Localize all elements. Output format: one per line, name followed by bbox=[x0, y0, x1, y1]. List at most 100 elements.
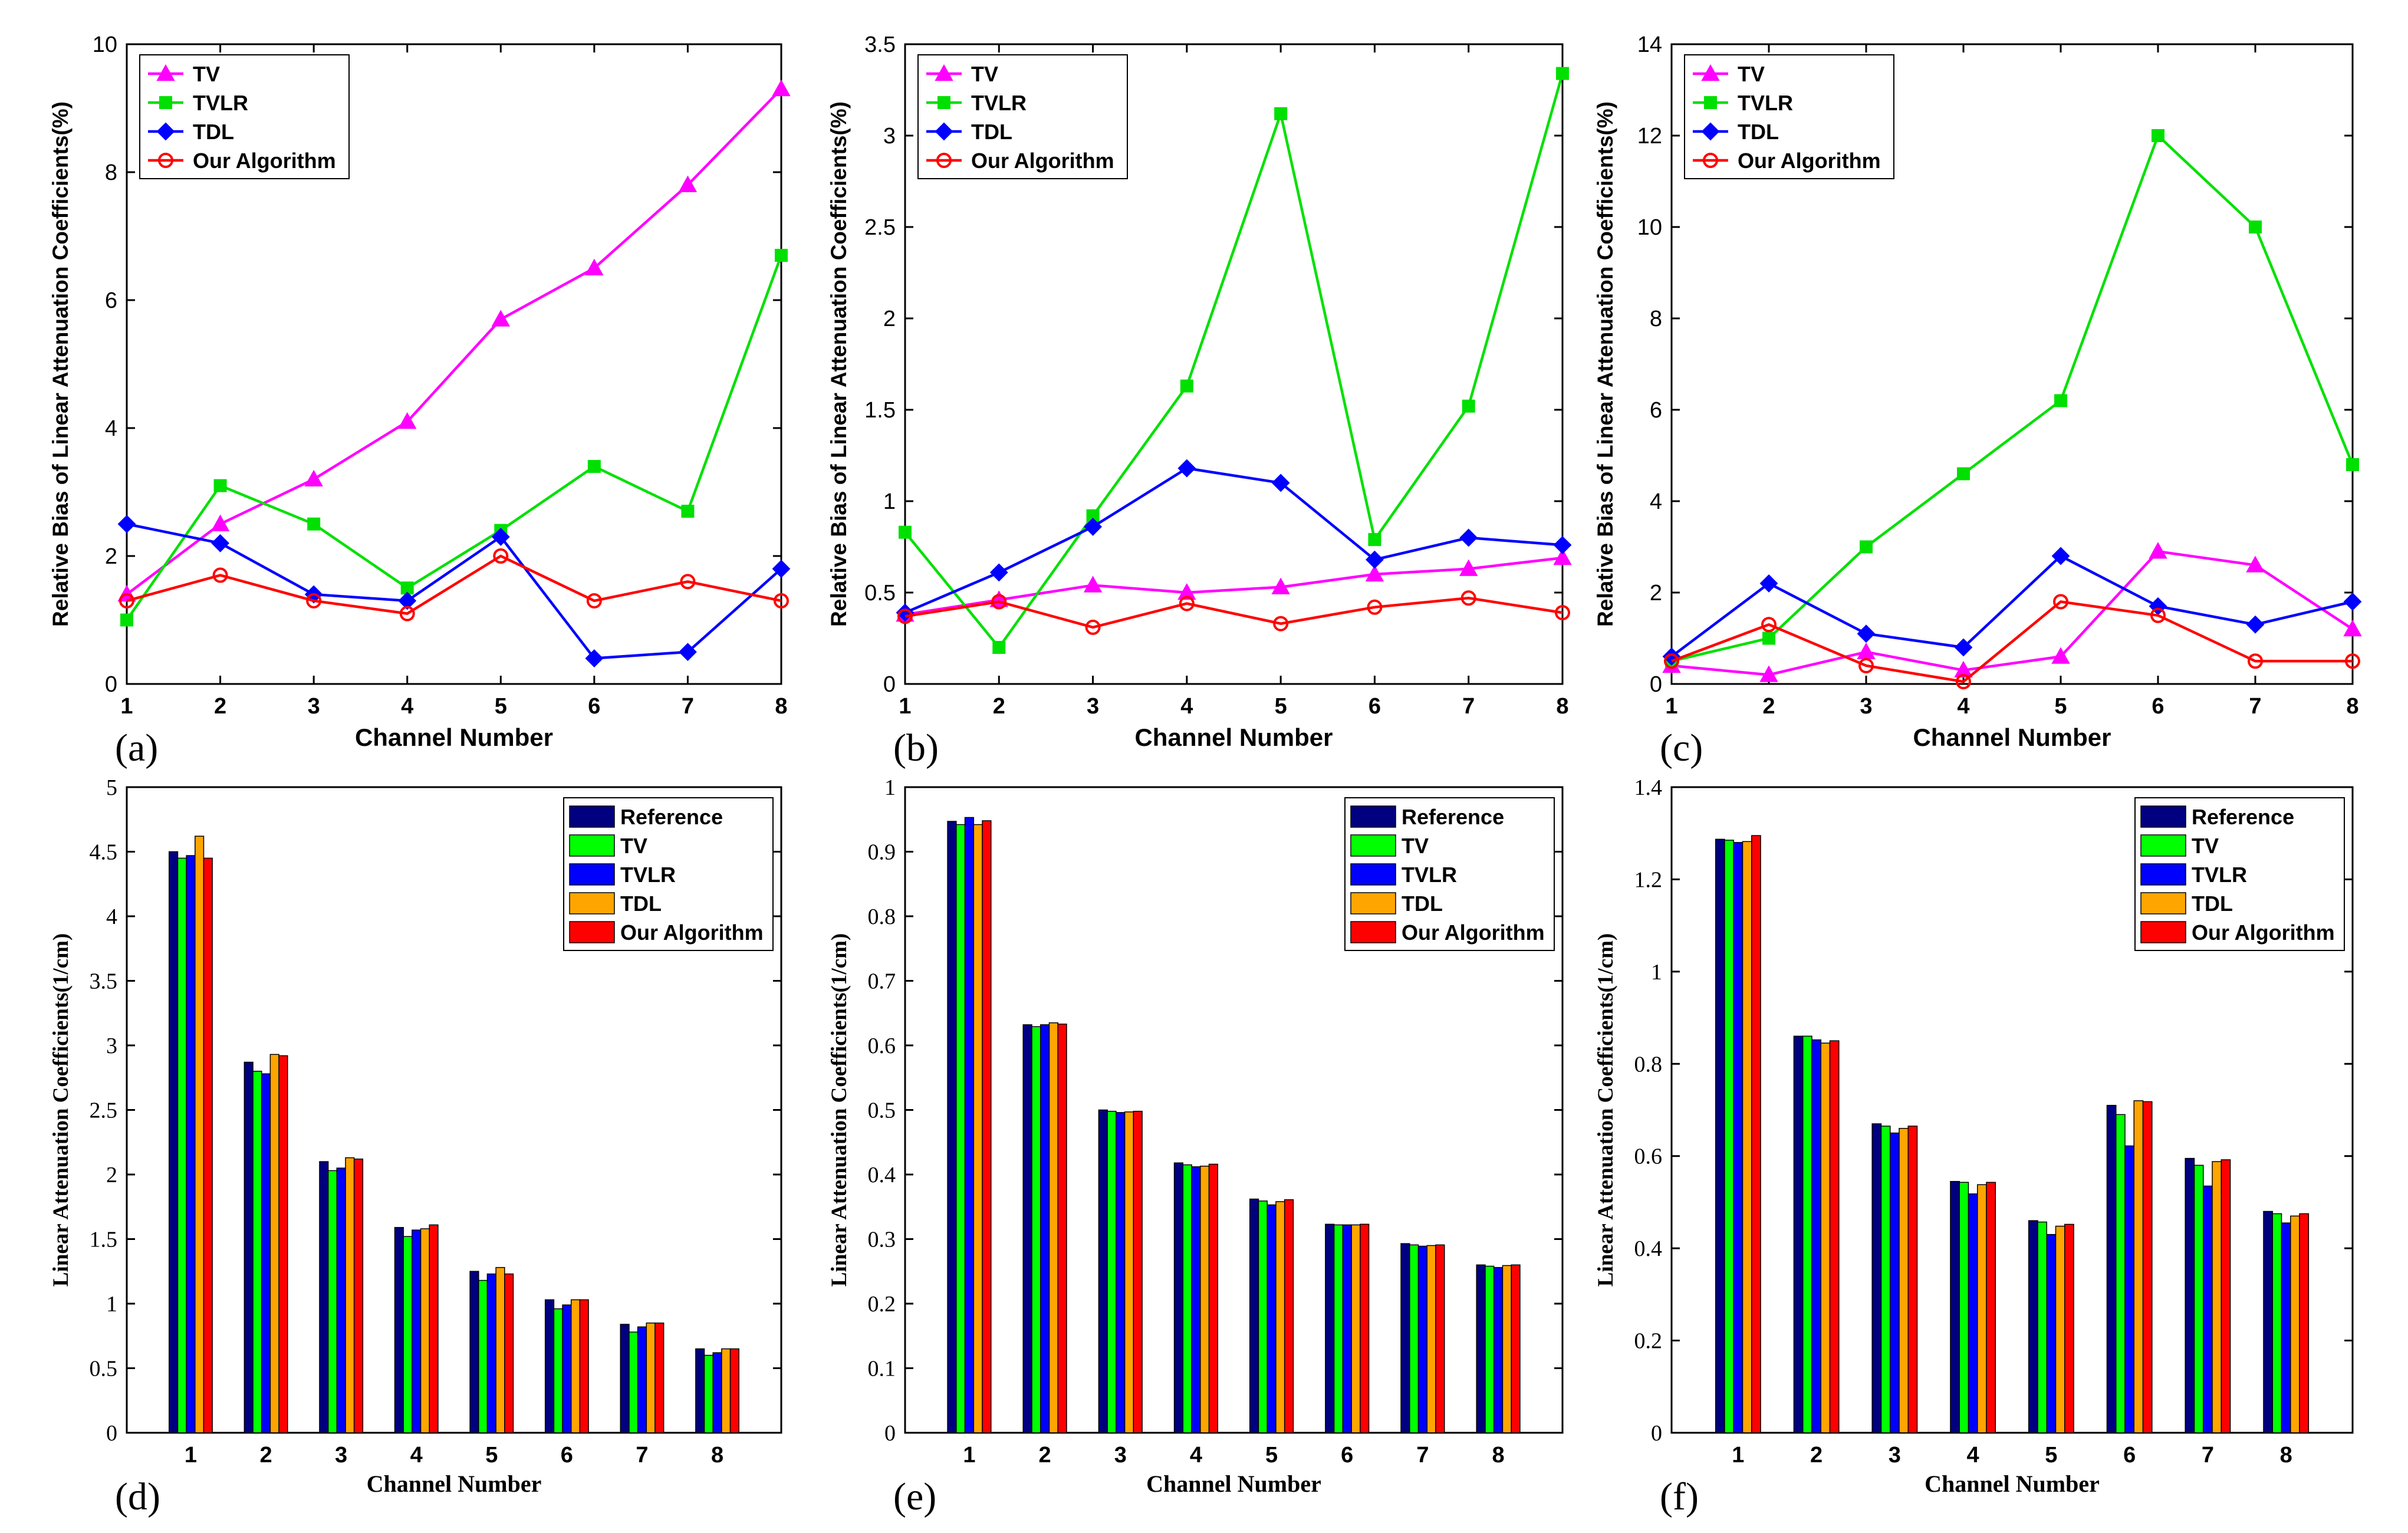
y-tick-label: 0.6 bbox=[1634, 1144, 1663, 1169]
legend-entry: Reference bbox=[620, 805, 723, 829]
x-axis-label: Channel Number bbox=[1913, 723, 2111, 751]
bar bbox=[195, 835, 205, 1433]
y-tick-label: 2.5 bbox=[90, 1098, 118, 1123]
bar bbox=[570, 1299, 581, 1433]
series-tdl bbox=[1662, 547, 2362, 666]
x-tick-label: 8 bbox=[1556, 694, 1568, 719]
data-point bbox=[1954, 660, 1973, 677]
x-tick-label: 8 bbox=[2280, 1443, 2292, 1468]
bar bbox=[1275, 1201, 1285, 1433]
legend: Reference TV TVLR TDL Our Algorithm bbox=[1344, 797, 1555, 951]
legend-swatch bbox=[1350, 863, 1396, 886]
bar bbox=[1950, 1180, 1960, 1433]
bar bbox=[562, 1304, 572, 1433]
legend-entry: TVLR bbox=[193, 91, 248, 115]
bar bbox=[695, 1348, 705, 1433]
data-point bbox=[120, 613, 133, 627]
bar bbox=[1048, 1022, 1058, 1433]
x-axis-label: Channel Number bbox=[1146, 1471, 1321, 1497]
bar bbox=[712, 1352, 722, 1433]
x-tick-label: 6 bbox=[1341, 1443, 1353, 1468]
legend-entry: TDL bbox=[2192, 891, 2233, 916]
data-point bbox=[1271, 473, 1290, 492]
bar bbox=[1057, 1024, 1067, 1433]
y-tick-label: 0.3 bbox=[868, 1228, 896, 1252]
data-point bbox=[1858, 658, 1874, 673]
bar bbox=[2185, 1157, 2195, 1433]
data-point bbox=[775, 249, 788, 262]
bar bbox=[319, 1161, 329, 1433]
y-tick-label: 1 bbox=[1651, 960, 1662, 985]
legend-swatch bbox=[1350, 805, 1396, 828]
bar bbox=[478, 1279, 488, 1433]
bar bbox=[1200, 1166, 1210, 1433]
x-tick-label: 8 bbox=[1492, 1443, 1504, 1468]
bar bbox=[1116, 1112, 1126, 1433]
bar bbox=[982, 820, 992, 1433]
bar bbox=[1880, 1126, 1891, 1433]
bar bbox=[1173, 1162, 1184, 1433]
x-tick-label: 7 bbox=[682, 694, 694, 719]
y-tick-label: 0.7 bbox=[868, 969, 896, 994]
x-tick-label: 6 bbox=[561, 1443, 573, 1468]
panel-label: (e) bbox=[893, 1475, 936, 1518]
data-point bbox=[1556, 67, 1569, 80]
legend-entry: TVLR bbox=[2192, 863, 2247, 887]
bar bbox=[947, 821, 957, 1433]
y-tick-label: 1 bbox=[883, 489, 896, 514]
x-tick-label: 5 bbox=[2045, 1443, 2057, 1468]
y-tick-label: 0.4 bbox=[1634, 1236, 1663, 1261]
x-tick-label: 5 bbox=[1275, 694, 1287, 719]
bar bbox=[1907, 1126, 1918, 1433]
y-tick-label: 0.4 bbox=[868, 1163, 896, 1187]
x-tick-label: 2 bbox=[1039, 1443, 1051, 1468]
plot-area-frame bbox=[1670, 43, 2354, 685]
bar bbox=[244, 1061, 254, 1433]
y-tick-label: 0 bbox=[1650, 672, 1662, 697]
y-tick-label: 3.5 bbox=[90, 969, 118, 994]
panel-label: (b) bbox=[893, 726, 939, 769]
x-axis-label: Channel Number bbox=[355, 723, 553, 751]
x-tick-label: 8 bbox=[711, 1443, 723, 1468]
legend-marker bbox=[1703, 153, 1718, 168]
bar bbox=[504, 1273, 514, 1433]
legend-swatch bbox=[1350, 921, 1396, 943]
series-tdl bbox=[117, 515, 791, 668]
legend: TV TVLR TDL Our Algorithm bbox=[139, 54, 350, 179]
series-line bbox=[1671, 133, 2354, 663]
data-point bbox=[2051, 647, 2070, 664]
bar bbox=[1977, 1184, 1987, 1433]
bar bbox=[2290, 1215, 2300, 1433]
y-tick-label: 2 bbox=[105, 544, 117, 569]
bar bbox=[169, 851, 179, 1433]
bar bbox=[1968, 1193, 1978, 1433]
legend-marker bbox=[1701, 122, 1720, 141]
bar bbox=[544, 1299, 555, 1433]
data-point bbox=[1954, 638, 1973, 657]
bar bbox=[964, 817, 975, 1433]
data-point bbox=[1085, 619, 1101, 635]
y-tick-label: 1.5 bbox=[864, 398, 896, 423]
legend-swatch bbox=[2140, 805, 2186, 828]
series-tvlr bbox=[120, 249, 788, 627]
bar bbox=[1811, 1039, 1821, 1433]
x-tick-label: 5 bbox=[495, 694, 507, 719]
data-point bbox=[899, 525, 912, 539]
legend-swatch bbox=[569, 805, 615, 828]
data-point bbox=[2345, 653, 2360, 669]
bar bbox=[1133, 1110, 1143, 1433]
x-tick-label: 3 bbox=[1087, 694, 1099, 719]
data-point bbox=[1459, 559, 1478, 576]
data-point bbox=[992, 641, 1006, 654]
bar bbox=[336, 1167, 346, 1433]
data-point bbox=[1553, 548, 1572, 565]
bar bbox=[1417, 1245, 1428, 1433]
panel-label: (a) bbox=[115, 726, 158, 769]
y-tick-label: 1.4 bbox=[1634, 775, 1663, 800]
bar bbox=[1724, 840, 1734, 1433]
data-point bbox=[1179, 596, 1195, 611]
bar bbox=[1208, 1163, 1219, 1433]
data-point bbox=[1459, 528, 1478, 547]
x-axis-label: Channel Number bbox=[367, 1471, 542, 1497]
